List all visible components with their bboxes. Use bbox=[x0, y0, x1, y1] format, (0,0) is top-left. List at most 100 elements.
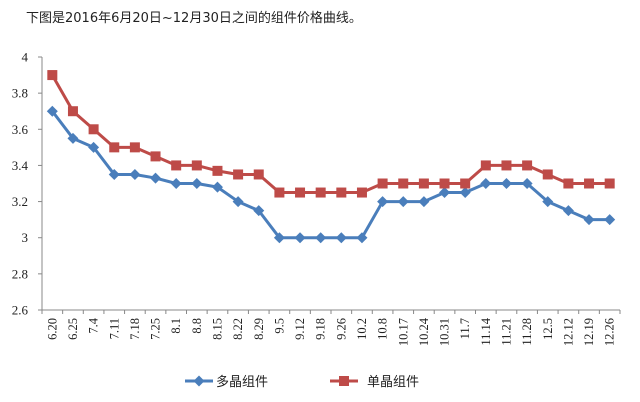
x-tick-label: 12.12 bbox=[561, 318, 575, 346]
data-point bbox=[67, 106, 78, 117]
x-tick-label: 9.18 bbox=[314, 318, 328, 340]
x-tick-label: 12.19 bbox=[582, 318, 596, 346]
y-tick-label: 2.8 bbox=[12, 266, 28, 281]
data-point bbox=[335, 232, 347, 244]
x-tick-label: 11.21 bbox=[499, 318, 513, 346]
data-point bbox=[232, 196, 244, 208]
x-tick-label: 11.14 bbox=[479, 317, 493, 345]
data-point bbox=[191, 178, 203, 189]
data-point bbox=[294, 232, 306, 244]
x-tick-label: 8.8 bbox=[190, 318, 204, 334]
data-point bbox=[377, 178, 388, 189]
x-tick-label: 12.26 bbox=[603, 318, 617, 346]
data-point bbox=[129, 142, 140, 153]
y-tick-label: 3.8 bbox=[12, 86, 28, 101]
data-point bbox=[88, 141, 100, 153]
y-tick-label: 3 bbox=[22, 230, 29, 245]
series-line bbox=[51, 110, 610, 240]
data-point bbox=[211, 181, 223, 193]
data-point bbox=[460, 178, 471, 189]
legend-marker bbox=[339, 376, 349, 386]
data-point bbox=[501, 160, 512, 171]
series-2 bbox=[47, 70, 615, 198]
y-tick-label: 3.4 bbox=[12, 158, 29, 173]
x-tick-label: 9.5 bbox=[272, 318, 286, 334]
data-point bbox=[108, 168, 120, 180]
x-tick-label: 8.1 bbox=[169, 318, 183, 334]
data-point bbox=[562, 205, 574, 217]
data-point bbox=[336, 187, 347, 198]
x-tick-label: 8.22 bbox=[231, 318, 245, 340]
y-tick-label: 4 bbox=[22, 50, 29, 65]
chart-axes bbox=[41, 57, 620, 311]
x-axis-ticks: 6.20 6.25 7.4 7.11 7.18 7.25 8.1 8.8 8.15 8.22 8.2… bbox=[41, 310, 621, 346]
x-tick-label: 9.12 bbox=[293, 318, 307, 340]
data-point bbox=[418, 196, 430, 208]
data-point bbox=[46, 105, 58, 117]
data-point bbox=[274, 187, 285, 198]
y-tick-label: 3.6 bbox=[12, 122, 29, 137]
legend-item: 单晶组件 bbox=[330, 375, 419, 390]
data-point bbox=[129, 168, 141, 180]
data-point bbox=[356, 187, 367, 198]
data-point bbox=[315, 187, 326, 198]
data-point bbox=[253, 169, 264, 180]
x-tick-label: 7.4 bbox=[87, 317, 101, 333]
data-point bbox=[150, 172, 162, 184]
y-tick-label: 2.6 bbox=[12, 303, 29, 318]
x-tick-label: 9.26 bbox=[334, 318, 348, 340]
x-tick-label: 12.5 bbox=[541, 318, 555, 340]
x-tick-label: 7.25 bbox=[149, 318, 163, 340]
data-point bbox=[542, 169, 553, 180]
data-point bbox=[150, 151, 161, 162]
data-point bbox=[191, 160, 202, 171]
data-point bbox=[604, 214, 616, 226]
legend-label: 多晶组件 bbox=[216, 374, 268, 390]
data-point bbox=[356, 232, 368, 244]
x-tick-label: 7.18 bbox=[128, 318, 142, 340]
page-caption: 下图是2016年6月20日~12月30日之间的组件价格曲线。 bbox=[26, 11, 362, 26]
x-tick-label: 11.7 bbox=[458, 318, 472, 339]
x-tick-label: 10.2 bbox=[355, 318, 369, 340]
data-point bbox=[273, 232, 285, 244]
legend-item: 多晶组件 bbox=[185, 374, 268, 390]
data-point bbox=[522, 160, 533, 171]
x-tick-label: 10.8 bbox=[376, 318, 390, 340]
data-point bbox=[253, 205, 265, 217]
chart-series bbox=[46, 70, 616, 244]
x-tick-label: 8.15 bbox=[210, 318, 224, 340]
series-1 bbox=[46, 105, 616, 244]
data-point bbox=[67, 132, 79, 144]
x-tick-label: 6.20 bbox=[45, 318, 59, 340]
data-point bbox=[563, 178, 574, 189]
data-point bbox=[459, 187, 471, 199]
data-point bbox=[397, 196, 409, 208]
data-point bbox=[418, 178, 429, 189]
x-tick-label: 8.29 bbox=[252, 318, 266, 340]
data-point bbox=[521, 178, 533, 189]
y-tick-label: 3.2 bbox=[12, 194, 28, 209]
data-point bbox=[500, 178, 512, 189]
data-point bbox=[212, 165, 223, 176]
x-tick-label: 7.11 bbox=[107, 318, 121, 339]
data-point bbox=[315, 232, 327, 244]
data-point bbox=[480, 178, 492, 189]
data-point bbox=[439, 178, 450, 189]
data-point bbox=[233, 169, 244, 180]
data-point bbox=[542, 196, 554, 208]
x-tick-label: 11.28 bbox=[520, 318, 534, 346]
data-point bbox=[295, 187, 306, 198]
data-point bbox=[109, 142, 120, 153]
x-tick-label: 10.24 bbox=[417, 317, 431, 346]
data-point bbox=[584, 178, 595, 189]
data-point bbox=[480, 160, 491, 171]
y-axis-ticks: 2.6 2.8 3 3.2 3.4 3.6 3.8 4 bbox=[12, 50, 42, 318]
legend-marker bbox=[193, 375, 205, 387]
series-line bbox=[51, 74, 610, 195]
x-tick-label: 10.17 bbox=[396, 318, 410, 346]
data-point bbox=[604, 178, 615, 189]
x-tick-label: 6.25 bbox=[66, 318, 80, 340]
data-point bbox=[88, 124, 99, 135]
data-point bbox=[47, 70, 58, 81]
data-point bbox=[583, 214, 595, 226]
